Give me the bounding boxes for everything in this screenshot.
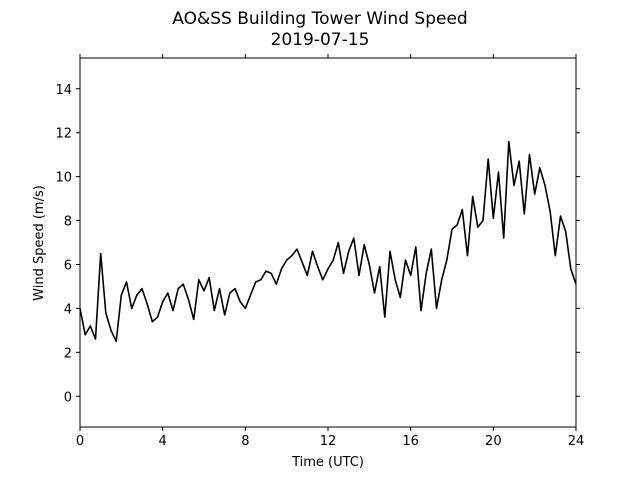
x-tick-label: 0 [76, 434, 84, 449]
x-tick-label: 12 [320, 434, 337, 449]
x-tick-label: 16 [402, 434, 419, 449]
y-tick-label: 8 [64, 215, 72, 230]
y-tick-label: 12 [55, 127, 72, 142]
y-axis-label: Wind Speed (m/s) [32, 185, 47, 301]
x-tick-label: 8 [241, 434, 249, 449]
y-tick-label: 4 [64, 302, 72, 317]
y-tick-label: 6 [64, 258, 72, 273]
wind-speed-series-line [79, 140, 577, 343]
x-axis-label: Time (UTC) [291, 455, 364, 470]
y-tick-label: 10 [55, 171, 72, 186]
plot-frame [79, 57, 577, 428]
x-tick-label: 24 [568, 434, 585, 449]
series-layer [79, 140, 577, 343]
chart-subtitle: 2019-07-15 [271, 30, 370, 50]
x-tick-label: 20 [485, 434, 502, 449]
chart-title: AO&SS Building Tower Wind Speed [172, 9, 467, 29]
x-tick-label: 4 [159, 434, 167, 449]
y-tick-label: 0 [64, 390, 72, 405]
y-tick-label: 2 [64, 346, 72, 361]
y-tick-label: 14 [55, 83, 72, 98]
